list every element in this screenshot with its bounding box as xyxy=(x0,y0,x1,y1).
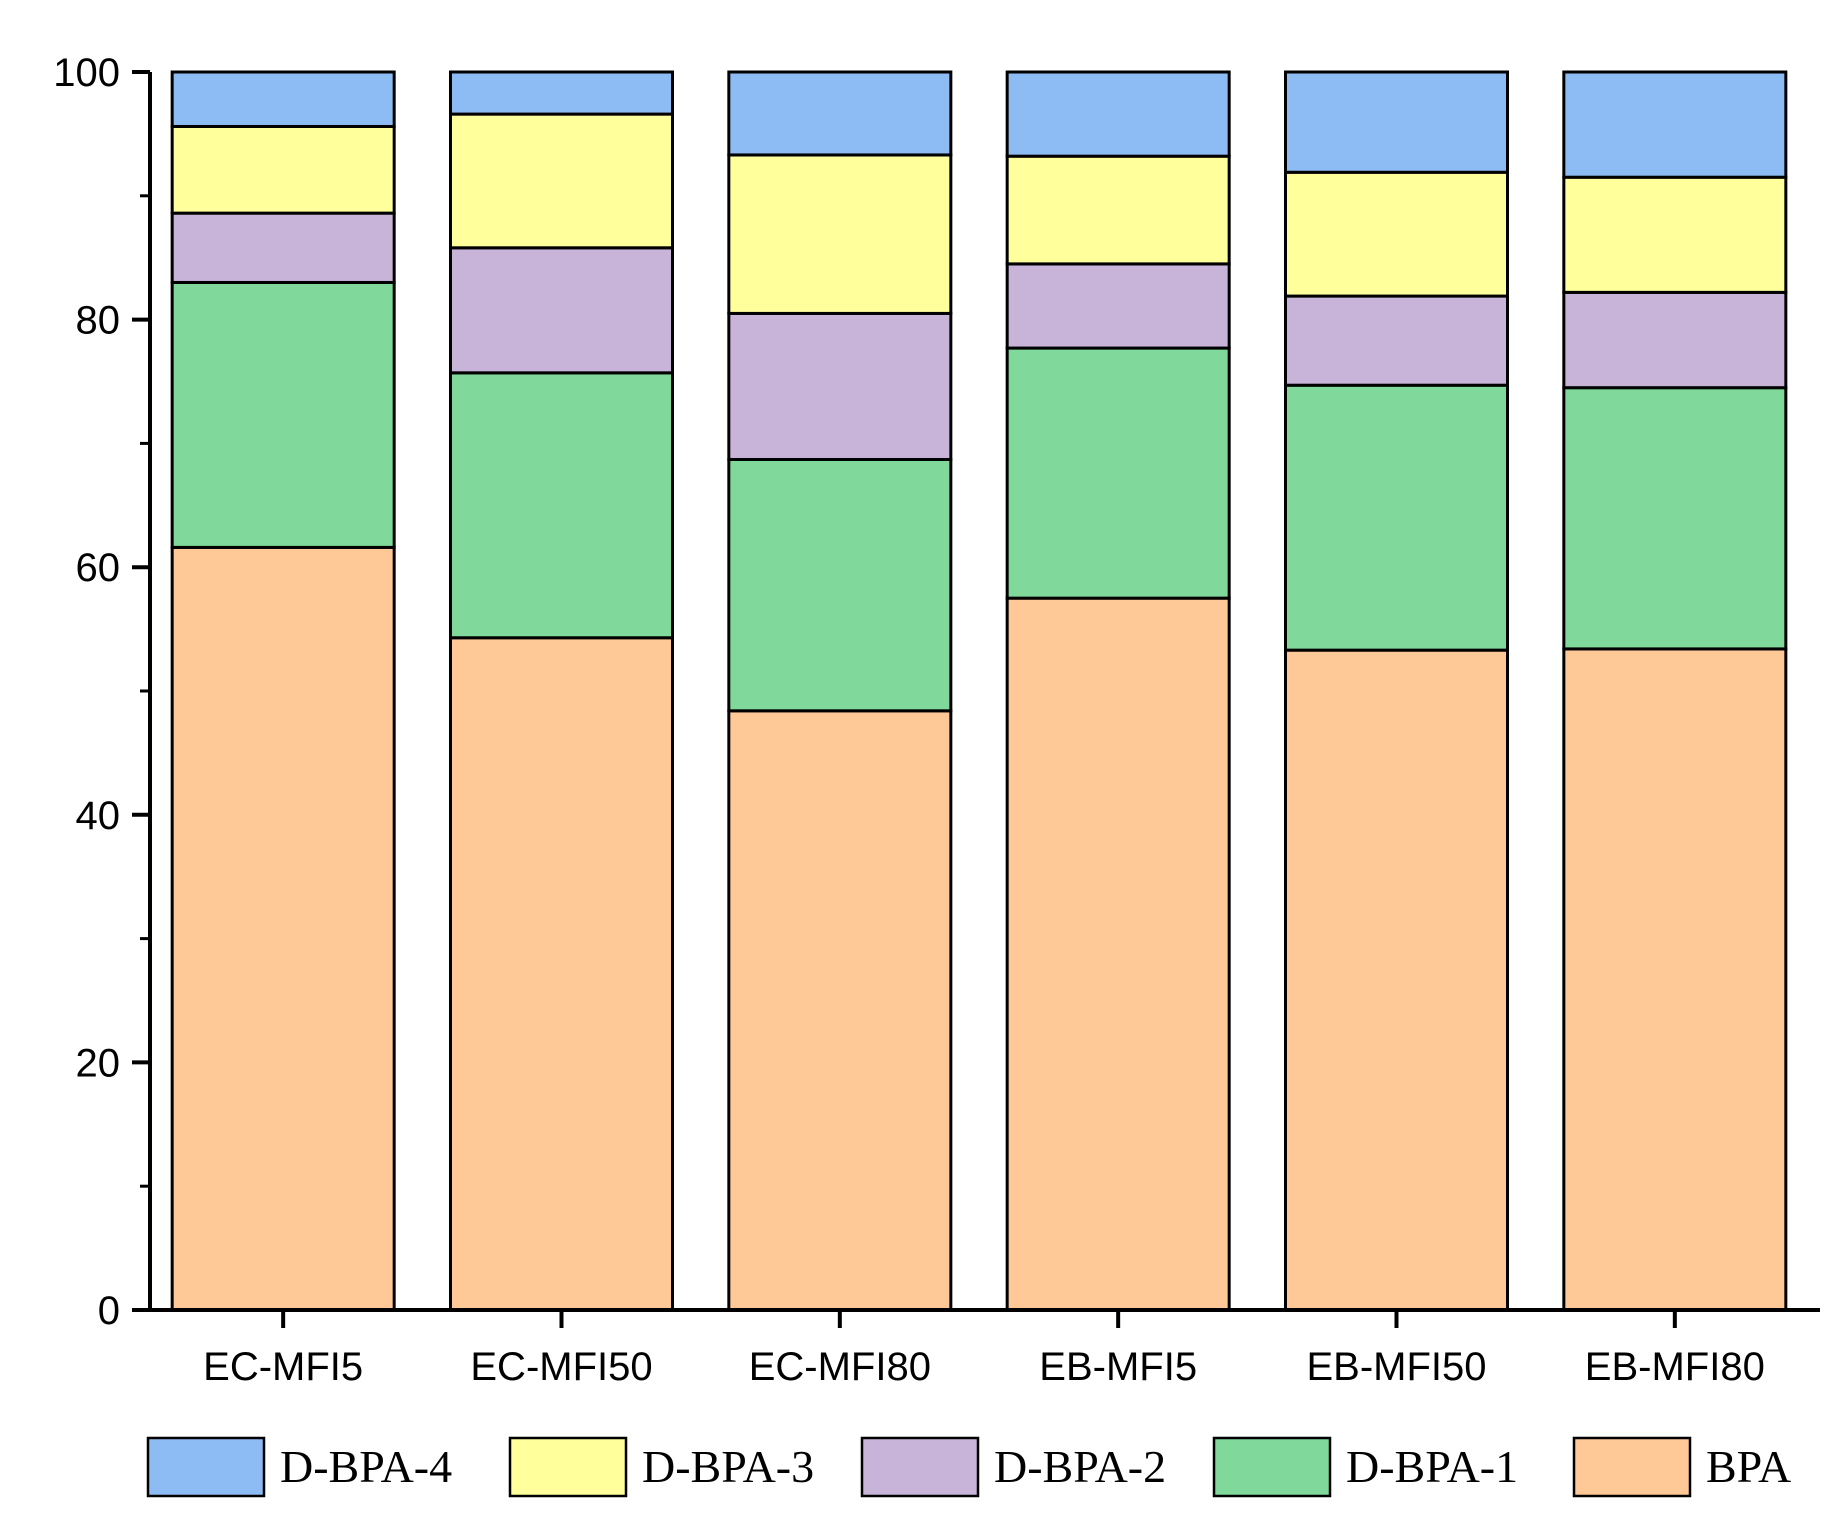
bar-d-bpa-3-eb-mfi50 xyxy=(1284,170,1509,298)
legend-label-d-bpa-3: D-BPA-3 xyxy=(642,1441,814,1492)
y-tick-label-100: 100 xyxy=(53,51,120,95)
y-tick-label-40: 40 xyxy=(76,794,121,838)
bar-d-bpa-1-ec-mfi80 xyxy=(727,457,953,713)
x-tick-label-ec-mfi80: EC-MFI80 xyxy=(749,1345,931,1389)
legend: D-BPA-4 D-BPA-3 D-BPA-2 D-BPA-1 BPA xyxy=(146,1436,1791,1498)
x-tick-label-eb-mfi50: EB-MFI50 xyxy=(1306,1345,1486,1389)
legend-label-d-bpa-4: D-BPA-4 xyxy=(280,1441,452,1492)
bar-d-bpa-4-ec-mfi50 xyxy=(449,70,674,116)
y-tick-label-0: 0 xyxy=(98,1289,120,1333)
legend-label-d-bpa-2: D-BPA-2 xyxy=(994,1441,1166,1492)
legend-swatch-d-bpa-1 xyxy=(1212,1436,1332,1498)
bar-d-bpa-4-ec-mfi80 xyxy=(727,70,953,157)
bar-d-bpa-3-ec-mfi80 xyxy=(727,153,953,315)
y-tick-label-60: 60 xyxy=(76,546,121,590)
bar-d-bpa-3-eb-mfi5 xyxy=(1005,154,1231,266)
bar-bpa-eb-mfi50 xyxy=(1284,648,1509,1312)
legend-label-bpa: BPA xyxy=(1706,1441,1791,1492)
bar-d-bpa-4-eb-mfi80 xyxy=(1562,70,1788,179)
x-tick-label-eb-mfi80: EB-MFI80 xyxy=(1585,1345,1765,1389)
legend-swatch-d-bpa-4 xyxy=(146,1436,266,1498)
bar-d-bpa-1-eb-mfi50 xyxy=(1284,383,1509,652)
legend-swatch-d-bpa-2 xyxy=(860,1436,980,1498)
legend-swatch-bpa xyxy=(1572,1436,1692,1498)
bars-layer xyxy=(170,70,1788,1312)
legend-swatch-d-bpa-3 xyxy=(508,1436,628,1498)
x-tick-label-ec-mfi50: EC-MFI50 xyxy=(470,1345,652,1389)
bar-bpa-ec-mfi50 xyxy=(449,636,674,1312)
bar-d-bpa-2-eb-mfi5 xyxy=(1005,262,1231,350)
legend-label-d-bpa-1: D-BPA-1 xyxy=(1346,1441,1518,1492)
bar-d-bpa-1-ec-mfi5 xyxy=(170,280,396,549)
bar-d-bpa-4-ec-mfi5 xyxy=(170,70,396,128)
bar-d-bpa-2-eb-mfi50 xyxy=(1284,294,1509,387)
bar-d-bpa-4-eb-mfi5 xyxy=(1005,70,1231,158)
x-tick-label-eb-mfi5: EB-MFI5 xyxy=(1039,1345,1197,1389)
bar-d-bpa-3-eb-mfi80 xyxy=(1562,175,1788,294)
bar-d-bpa-2-ec-mfi5 xyxy=(170,211,396,284)
bar-bpa-eb-mfi80 xyxy=(1562,647,1788,1312)
x-tick-label-ec-mfi5: EC-MFI5 xyxy=(203,1345,363,1389)
bar-d-bpa-2-eb-mfi80 xyxy=(1562,290,1788,390)
bar-d-bpa-1-ec-mfi50 xyxy=(449,371,674,640)
y-tick-label-80: 80 xyxy=(76,299,121,343)
axes-layer: 0 20 40 60 80 100 EC-MFI5 EC-MFI50 EC-MFI80 EB-MF… xyxy=(53,51,1820,1389)
bar-bpa-eb-mfi5 xyxy=(1005,596,1231,1312)
bar-d-bpa-4-eb-mfi50 xyxy=(1284,70,1509,174)
bar-d-bpa-3-ec-mfi5 xyxy=(170,124,396,215)
bar-d-bpa-3-ec-mfi50 xyxy=(449,112,674,250)
bar-bpa-ec-mfi5 xyxy=(170,545,396,1312)
bar-d-bpa-1-eb-mfi5 xyxy=(1005,346,1231,600)
bar-bpa-ec-mfi80 xyxy=(727,709,953,1312)
bar-d-bpa-1-eb-mfi80 xyxy=(1562,386,1788,651)
bar-d-bpa-2-ec-mfi50 xyxy=(449,246,674,375)
bar-d-bpa-2-ec-mfi80 xyxy=(727,311,953,461)
y-tick-label-20: 20 xyxy=(76,1041,121,1085)
